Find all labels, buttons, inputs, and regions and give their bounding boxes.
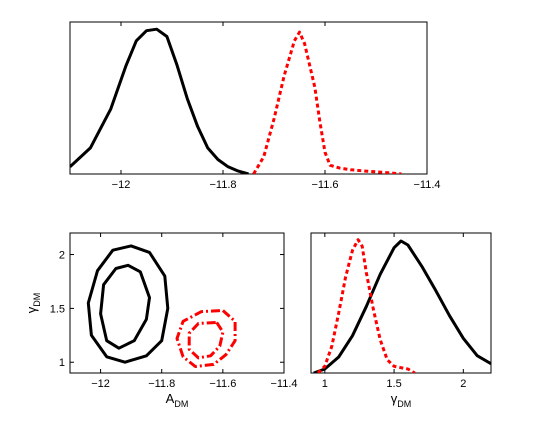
bottom-left-ytick-label: 2 — [59, 250, 65, 262]
bottom-left-xtick-label: −11.8 — [148, 378, 175, 390]
bottom-right-xlabel: γDM — [391, 391, 412, 409]
bottom-left-axes-frame — [69, 232, 285, 374]
top-axes-frame — [69, 21, 428, 175]
top-xtick-label: −11.8 — [209, 179, 236, 191]
bottom-left-contour-panel: −12 −11.8 −11.6 −11.4 1 1.5 2 ADM γDM — [24, 232, 298, 409]
bottom-left-xtick-label: −11.4 — [270, 378, 297, 390]
top-xtick-label: −12 — [112, 179, 131, 191]
top-series-line — [70, 27, 249, 174]
top-series-line — [252, 30, 402, 174]
bottom-left-xlabel: ADM — [166, 391, 189, 409]
bottom-left-series-line — [86, 244, 170, 364]
top-xtick-label: −11.6 — [311, 179, 338, 191]
top-xtick-label: −11.4 — [413, 179, 440, 191]
bottom-right-xtick-label: 1 — [322, 378, 328, 390]
bottom-left-series-line — [99, 263, 151, 350]
bottom-right-series-line — [316, 238, 416, 373]
bottom-right-axes-frame — [310, 232, 492, 374]
bottom-left-ylabel: γDM — [24, 293, 42, 314]
bottom-right-marginal-panel: 1 1.5 2 γDM — [310, 232, 492, 409]
bottom-left-xtick-label: −12 — [91, 378, 110, 390]
bottom-left-ytick-label: 1 — [59, 357, 65, 369]
bottom-left-series-line — [187, 320, 225, 360]
top-marginal-panel: −12 −11.8 −11.6 −11.4 — [69, 21, 441, 191]
bottom-right-xtick-label: 1.5 — [386, 378, 401, 390]
bottom-left-xtick-label: −11.6 — [209, 378, 236, 390]
bottom-left-series-line — [175, 309, 237, 368]
bottom-right-series-line — [313, 239, 491, 373]
bottom-left-ytick-label: 1.5 — [50, 303, 65, 315]
bottom-right-xtick-label: 2 — [460, 378, 466, 390]
